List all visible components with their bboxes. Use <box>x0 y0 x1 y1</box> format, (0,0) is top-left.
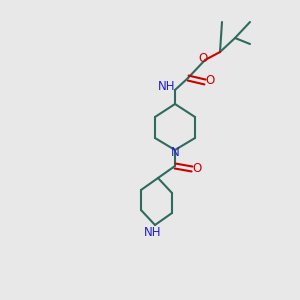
Text: O: O <box>198 52 208 64</box>
Text: O: O <box>206 74 214 88</box>
Text: NH: NH <box>158 80 176 92</box>
Text: NH: NH <box>144 226 162 239</box>
Text: O: O <box>192 163 202 176</box>
Text: N: N <box>171 146 179 158</box>
